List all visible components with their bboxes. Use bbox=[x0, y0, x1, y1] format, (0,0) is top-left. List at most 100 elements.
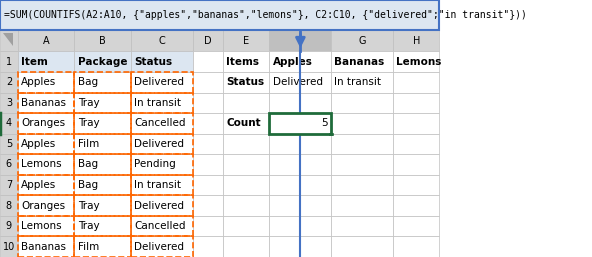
Text: Bananas: Bananas bbox=[21, 242, 66, 252]
Text: 3: 3 bbox=[6, 98, 12, 108]
Bar bbox=[269, 93, 332, 113]
Bar bbox=[131, 134, 193, 154]
Bar bbox=[193, 72, 223, 93]
Text: In transit: In transit bbox=[334, 77, 381, 87]
Text: =SUM(COUNTIFS(A2:A10, {"apples","bananas","lemons"}, C2:C10, {"delivered";"in tr: =SUM(COUNTIFS(A2:A10, {"apples","bananas… bbox=[4, 10, 527, 20]
Bar bbox=[131, 51, 193, 72]
Text: Bag: Bag bbox=[78, 180, 98, 190]
Bar bbox=[269, 236, 332, 257]
Bar bbox=[223, 51, 269, 72]
Bar bbox=[131, 154, 193, 175]
Bar bbox=[0, 236, 18, 257]
Text: Status: Status bbox=[227, 77, 265, 87]
Bar bbox=[223, 93, 269, 113]
Bar bbox=[131, 134, 193, 154]
Text: 5: 5 bbox=[321, 118, 328, 128]
Bar bbox=[332, 195, 393, 216]
Bar bbox=[131, 195, 193, 216]
Text: Status: Status bbox=[134, 57, 172, 67]
Bar bbox=[0, 113, 18, 134]
Bar bbox=[75, 113, 131, 134]
Bar bbox=[329, 133, 333, 135]
Bar bbox=[75, 236, 131, 257]
Text: Cancelled: Cancelled bbox=[134, 118, 186, 128]
Bar bbox=[0, 51, 18, 72]
Text: H: H bbox=[413, 36, 420, 46]
Bar bbox=[75, 134, 131, 154]
Bar bbox=[0, 93, 18, 113]
Bar bbox=[0, 216, 18, 236]
Text: E: E bbox=[243, 36, 249, 46]
Text: Lemons: Lemons bbox=[396, 57, 442, 67]
Text: 8: 8 bbox=[6, 201, 12, 210]
Text: Tray: Tray bbox=[78, 118, 99, 128]
Text: C: C bbox=[159, 36, 165, 46]
Bar bbox=[18, 175, 75, 195]
Bar bbox=[223, 154, 269, 175]
Text: 4: 4 bbox=[6, 118, 12, 128]
Bar bbox=[18, 154, 75, 175]
Bar bbox=[269, 154, 332, 175]
Bar bbox=[223, 236, 269, 257]
Bar bbox=[75, 113, 131, 134]
Bar bbox=[75, 72, 131, 93]
Bar bbox=[18, 216, 75, 236]
Bar bbox=[131, 195, 193, 216]
Bar bbox=[193, 134, 223, 154]
Bar bbox=[332, 113, 393, 134]
Text: Apples: Apples bbox=[21, 77, 56, 87]
Bar bbox=[332, 134, 393, 154]
Text: Film: Film bbox=[78, 242, 99, 252]
Text: Bag: Bag bbox=[78, 77, 98, 87]
Bar bbox=[393, 134, 439, 154]
Bar bbox=[0, 30, 18, 51]
Bar bbox=[0, 154, 18, 175]
Bar bbox=[393, 216, 439, 236]
Bar bbox=[393, 51, 439, 72]
Bar bbox=[393, 154, 439, 175]
Bar bbox=[193, 175, 223, 195]
Text: Count: Count bbox=[227, 118, 261, 128]
Text: 9: 9 bbox=[6, 221, 12, 231]
Text: B: B bbox=[99, 36, 106, 46]
Text: Bananas: Bananas bbox=[21, 98, 66, 108]
Bar bbox=[131, 236, 193, 257]
Bar bbox=[223, 175, 269, 195]
Bar bbox=[223, 216, 269, 236]
Bar bbox=[0, 195, 18, 216]
Text: D: D bbox=[204, 36, 212, 46]
Bar bbox=[0, 72, 18, 93]
Bar bbox=[75, 216, 131, 236]
Text: 5: 5 bbox=[6, 139, 12, 149]
Bar bbox=[269, 72, 332, 93]
Text: A: A bbox=[43, 36, 50, 46]
Text: Tray: Tray bbox=[78, 201, 99, 210]
Text: Lemons: Lemons bbox=[21, 160, 62, 169]
Text: Delivered: Delivered bbox=[272, 77, 323, 87]
Bar bbox=[131, 236, 193, 257]
Text: 7: 7 bbox=[6, 180, 12, 190]
Bar bbox=[332, 30, 393, 51]
Bar bbox=[75, 72, 131, 93]
Bar bbox=[75, 93, 131, 113]
Bar bbox=[193, 195, 223, 216]
Bar bbox=[18, 195, 75, 216]
Bar bbox=[0, 134, 18, 154]
Text: Delivered: Delivered bbox=[134, 242, 184, 252]
Bar bbox=[131, 113, 193, 134]
Text: Delivered: Delivered bbox=[134, 77, 184, 87]
Bar bbox=[18, 113, 75, 134]
Text: Delivered: Delivered bbox=[134, 139, 184, 149]
Bar bbox=[18, 236, 75, 257]
Text: Oranges: Oranges bbox=[21, 118, 65, 128]
Bar bbox=[75, 51, 131, 72]
Bar bbox=[269, 51, 332, 72]
Bar bbox=[269, 195, 332, 216]
Bar bbox=[332, 216, 393, 236]
Bar bbox=[193, 51, 223, 72]
Bar bbox=[332, 175, 393, 195]
Bar bbox=[393, 72, 439, 93]
Bar bbox=[223, 134, 269, 154]
Bar bbox=[75, 195, 131, 216]
Bar bbox=[393, 195, 439, 216]
